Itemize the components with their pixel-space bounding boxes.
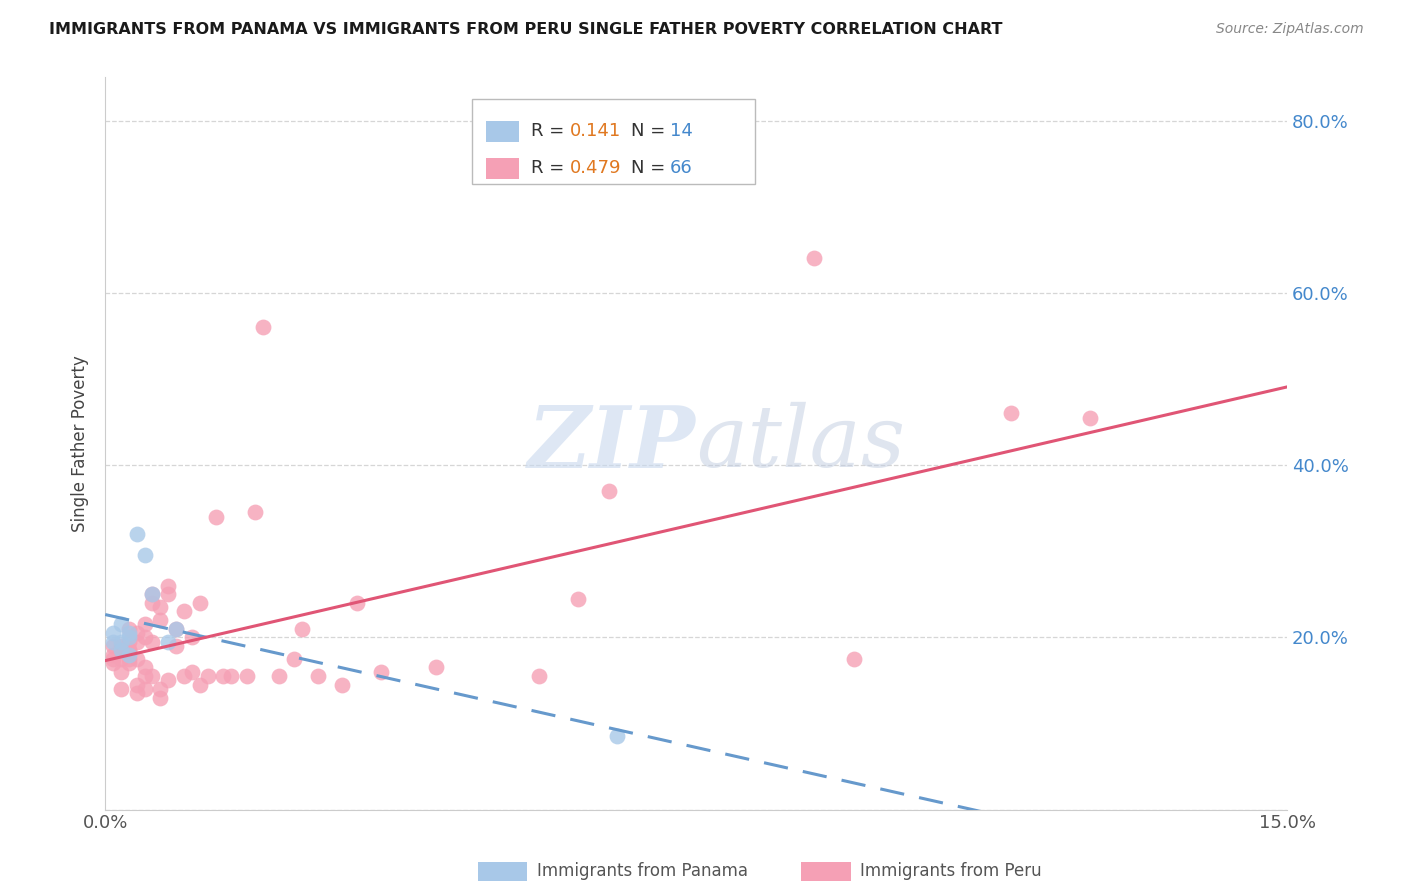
Point — [118, 634, 141, 648]
Point — [157, 634, 180, 648]
Y-axis label: Single Father Poverty: Single Father Poverty — [72, 355, 89, 532]
Point — [134, 681, 156, 696]
Point — [125, 652, 148, 666]
Point — [141, 634, 163, 648]
Point — [188, 596, 211, 610]
Text: Immigrants from Peru: Immigrants from Peru — [860, 863, 1042, 880]
Text: Immigrants from Panama: Immigrants from Panama — [537, 863, 748, 880]
Point — [134, 660, 156, 674]
Point — [606, 729, 628, 743]
Point — [370, 665, 392, 679]
Point — [118, 648, 141, 662]
Point — [197, 669, 219, 683]
Point — [157, 579, 180, 593]
Point — [110, 634, 132, 648]
Point — [118, 622, 141, 636]
Point — [125, 686, 148, 700]
Point — [157, 673, 180, 688]
Point — [173, 604, 195, 618]
Point — [173, 669, 195, 683]
Point — [110, 617, 132, 632]
Point — [101, 639, 124, 653]
Point — [527, 669, 550, 683]
Point — [110, 643, 132, 657]
Point — [134, 617, 156, 632]
Point — [157, 587, 180, 601]
Point — [204, 509, 226, 524]
Point — [567, 591, 589, 606]
Point — [236, 669, 259, 683]
Point — [425, 660, 447, 674]
Point — [149, 690, 172, 705]
Point — [141, 669, 163, 683]
Point — [165, 622, 187, 636]
Point — [180, 630, 202, 644]
FancyBboxPatch shape — [486, 158, 519, 178]
Point — [267, 669, 290, 683]
Point — [165, 622, 187, 636]
Point — [101, 652, 124, 666]
Point — [291, 622, 314, 636]
Point — [219, 669, 242, 683]
Point — [125, 678, 148, 692]
Point — [118, 643, 141, 657]
Point — [330, 678, 353, 692]
Point — [283, 652, 305, 666]
Text: atlas: atlas — [696, 402, 905, 485]
Point — [180, 665, 202, 679]
Text: 66: 66 — [671, 160, 693, 178]
Text: Source: ZipAtlas.com: Source: ZipAtlas.com — [1216, 22, 1364, 37]
Text: N =: N = — [631, 160, 671, 178]
Point — [188, 678, 211, 692]
Point — [118, 652, 141, 666]
Point — [134, 549, 156, 563]
FancyBboxPatch shape — [471, 99, 755, 184]
Point — [101, 634, 124, 648]
Point — [101, 626, 124, 640]
Text: N =: N = — [631, 122, 671, 140]
Text: ZIP: ZIP — [529, 401, 696, 485]
Point — [101, 656, 124, 670]
Text: 0.479: 0.479 — [569, 160, 621, 178]
Point — [110, 643, 132, 657]
Point — [110, 652, 132, 666]
Point — [212, 669, 235, 683]
Point — [346, 596, 368, 610]
Text: 14: 14 — [671, 122, 693, 140]
Point — [134, 669, 156, 683]
Point — [110, 681, 132, 696]
FancyBboxPatch shape — [486, 121, 519, 142]
Point — [110, 665, 132, 679]
Point — [149, 681, 172, 696]
Point — [125, 626, 148, 640]
Point — [842, 652, 865, 666]
Text: 0.141: 0.141 — [569, 122, 621, 140]
Point — [101, 648, 124, 662]
Point — [110, 639, 132, 653]
Point — [118, 630, 141, 644]
Point — [149, 600, 172, 615]
Point — [252, 320, 274, 334]
Point — [1078, 410, 1101, 425]
Text: R =: R = — [530, 122, 569, 140]
Point — [125, 527, 148, 541]
Point — [1000, 406, 1022, 420]
Point — [598, 483, 620, 498]
Point — [118, 626, 141, 640]
Point — [141, 587, 163, 601]
Text: R =: R = — [530, 160, 569, 178]
Point — [803, 252, 825, 266]
Point — [243, 505, 266, 519]
Point — [134, 630, 156, 644]
Point — [141, 596, 163, 610]
Point — [118, 643, 141, 657]
Point — [125, 634, 148, 648]
Text: IMMIGRANTS FROM PANAMA VS IMMIGRANTS FROM PERU SINGLE FATHER POVERTY CORRELATION: IMMIGRANTS FROM PANAMA VS IMMIGRANTS FRO… — [49, 22, 1002, 37]
Point — [149, 613, 172, 627]
Point — [118, 656, 141, 670]
Point — [165, 639, 187, 653]
Point — [141, 587, 163, 601]
Point — [307, 669, 329, 683]
